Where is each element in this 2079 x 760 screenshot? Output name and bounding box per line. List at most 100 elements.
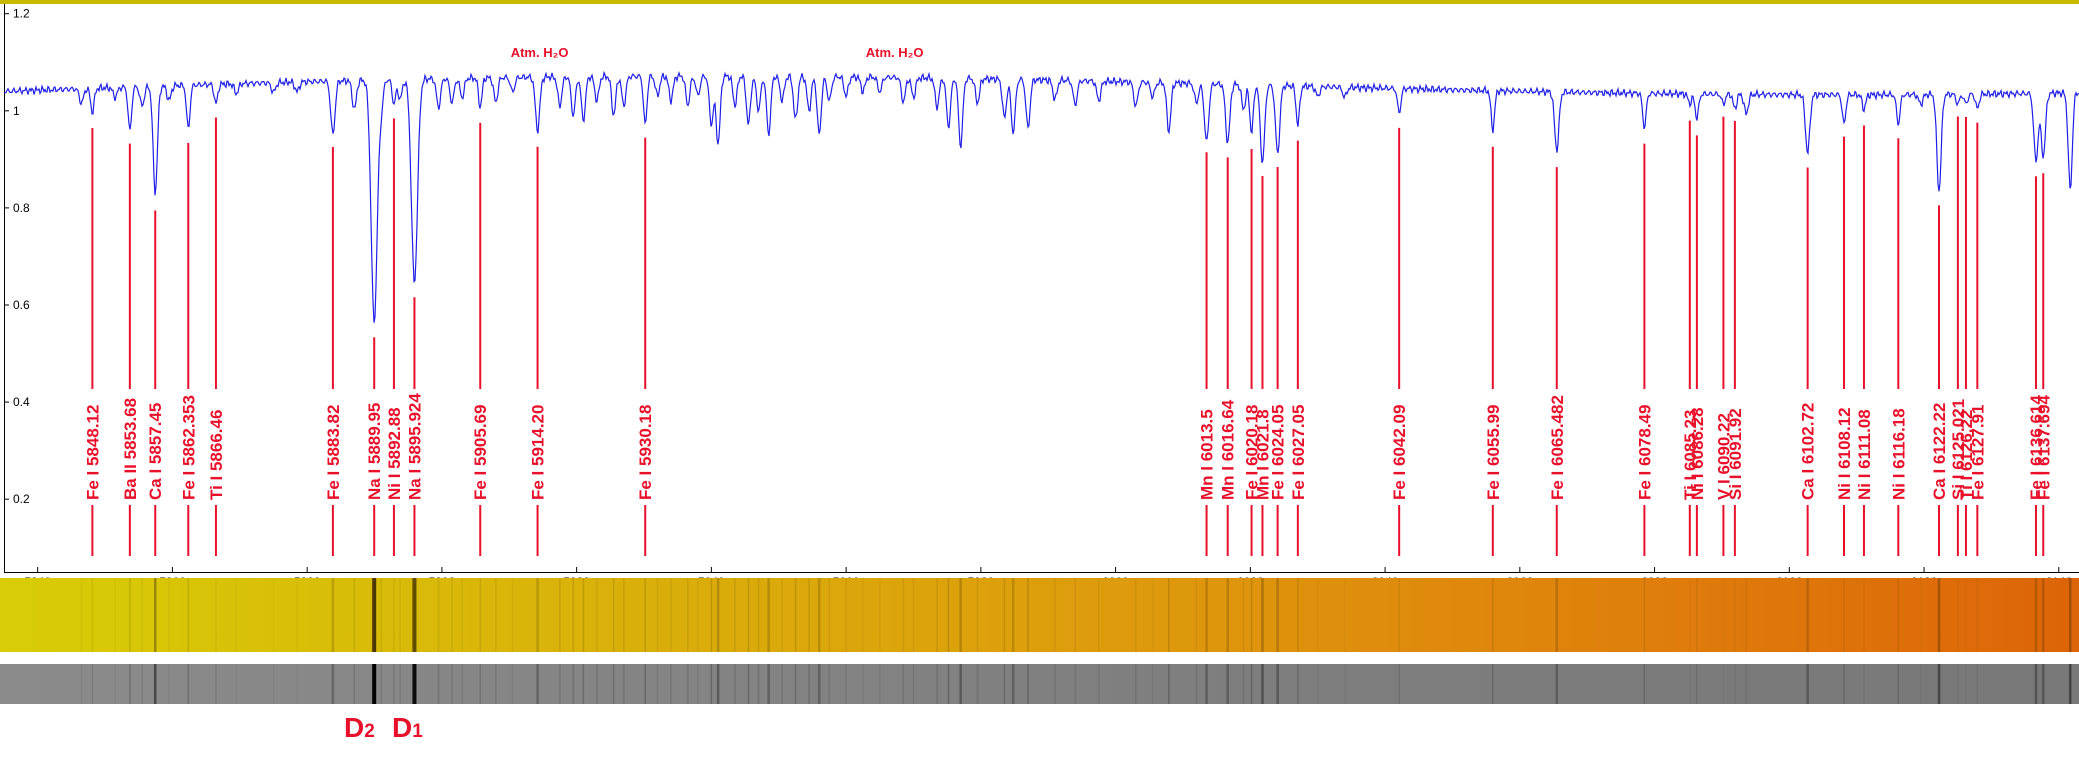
color-strip-line (1316, 578, 1319, 652)
color-strip-line (1696, 578, 1698, 652)
gray-strip-line (114, 664, 116, 704)
gray-strip-line (2068, 664, 2072, 704)
gray-strip-line (596, 664, 598, 704)
color-strip-line (1151, 578, 1154, 652)
color-strip-line (1689, 578, 1691, 652)
gray-strip-line (215, 664, 217, 704)
color-strip-line (912, 578, 915, 652)
color-strip-line (511, 578, 514, 652)
gray-strip-line (817, 664, 821, 704)
plot-frame (0, 0, 2079, 573)
gray-strip-line (757, 664, 760, 704)
gray-strip-line (828, 664, 831, 704)
gray-strip-line (1722, 664, 1725, 704)
color-strip-line (808, 578, 810, 652)
gray-strip-line (1343, 664, 1346, 704)
color-strip-line (1027, 578, 1029, 652)
gray-strip-line (393, 664, 395, 704)
color-strip-line (1135, 578, 1137, 652)
spectrum-strips (0, 578, 2079, 704)
color-strip-line (734, 578, 736, 652)
line-labels: Fe I 5848.12 Ba II 5853.68 Ca I 5857.45 Fe … (83, 393, 2053, 500)
y-tick-label: 1 (13, 104, 20, 118)
line-label: Mn I 6021.8 (1254, 409, 1273, 500)
gray-strip-line (296, 664, 298, 704)
gray-strip-line (936, 664, 938, 704)
line-label: Fe I 6024.05 (1269, 405, 1288, 500)
gray-strip-line (1226, 664, 1229, 704)
gray-strip-line (2034, 664, 2038, 704)
gray-strip-line (511, 664, 514, 704)
atmospheric-labels: Atm. H₂O Atm. H₂O (511, 45, 924, 60)
color-strip-line (479, 578, 481, 652)
line-label: Ni I 6108.12 (1835, 407, 1854, 500)
gray-strip-line (129, 664, 131, 704)
gray-strip-line (1976, 664, 1979, 704)
gray-strip-line (912, 664, 915, 704)
gray-strip-line (1806, 664, 1809, 704)
line-markers (91, 116, 2045, 556)
line-label: V I 6090.22 (1714, 413, 1733, 500)
line-label: Ba II 5853.68 (121, 398, 140, 500)
color-strip-line (817, 578, 821, 652)
color-strip-line (1195, 578, 1198, 652)
gray-strip-line (879, 664, 881, 704)
gray-strip-line (697, 664, 699, 704)
color-strip-line (559, 578, 561, 652)
gray-strip-line (1492, 664, 1494, 704)
gray-strip-line (845, 664, 847, 704)
color-strip-line (1745, 578, 1747, 652)
gray-strip-line (559, 664, 561, 704)
color-strip-line (495, 578, 497, 652)
color-strip-line (1297, 578, 1299, 652)
gray-strip-line (1276, 664, 1279, 704)
gray-strip-line (1168, 664, 1170, 704)
line-label: Ni I 6111.08 (1855, 409, 1874, 500)
gray-strip-line (536, 664, 539, 704)
color-strip-line (187, 578, 190, 652)
line-label: Na I 5889.95 (365, 403, 384, 500)
color-strip-line (1843, 578, 1845, 652)
gray-strip-line (1003, 664, 1006, 704)
color-strip-line (947, 578, 950, 652)
gray-strip-line (1297, 664, 1299, 704)
d2-label: D2 (344, 712, 375, 743)
line-label: Ca I 6102.72 (1799, 403, 1818, 500)
color-strip-line (1003, 578, 1006, 652)
color-strip-line (215, 578, 217, 652)
line-label: Ni I 5892.88 (385, 407, 404, 500)
line-label: Na I 5895.924 (405, 393, 424, 500)
color-strip-line (781, 578, 783, 652)
gray-strip-line (461, 664, 463, 704)
gray-strip-line (412, 664, 417, 704)
gray-strip-line (902, 664, 905, 704)
gray-strip-line (747, 664, 750, 704)
gray-strip-line (372, 664, 377, 704)
color-strip-line (1276, 578, 1279, 652)
color-strip-line (612, 578, 615, 652)
gray-strip-line (353, 664, 356, 704)
color-strip-line (767, 578, 770, 652)
gray-strip-line (1689, 664, 1691, 704)
color-strip-line (272, 578, 275, 652)
gray-strip-line (272, 664, 275, 704)
d1-label: D1 (392, 712, 423, 743)
gray-strip-line (187, 664, 190, 704)
color-strip-line (129, 578, 131, 652)
y-tick-label: 0.2 (13, 492, 30, 506)
color-strip-line (757, 578, 760, 652)
y-tick-label: 1.2 (13, 7, 30, 21)
color-strip-line (828, 578, 831, 652)
gray-strip-line (612, 664, 615, 704)
line-label: Fe I 5914.20 (529, 405, 548, 500)
gray-strip-line (1863, 664, 1865, 704)
line-label: Fe I 6055.99 (1484, 405, 1503, 500)
color-strip-line (380, 578, 383, 652)
gray-strip-line (495, 664, 497, 704)
color-strip-line (572, 578, 575, 652)
color-strip-line (1919, 578, 1922, 652)
gray-strip-line (862, 664, 864, 704)
color-strip-line (670, 578, 672, 652)
color-strip-line (936, 578, 938, 652)
